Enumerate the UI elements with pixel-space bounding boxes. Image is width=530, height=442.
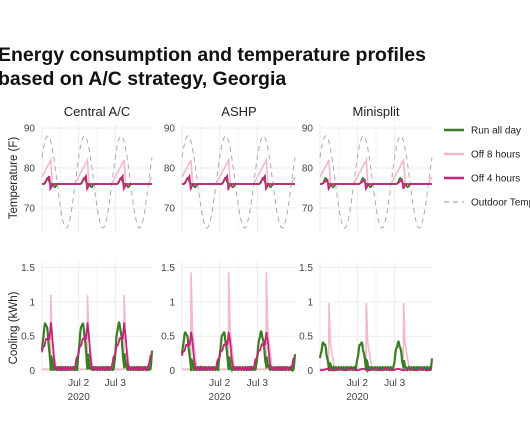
cool-tick-label: 0.5 [299,332,313,343]
x-tick-label: Jul 2 [68,378,90,389]
cool-off4-line [41,322,153,372]
cool-tick-label: 0 [307,366,313,377]
x-tick-label: Jul 3 [247,378,269,389]
legend-label-4: Outdoor Temp [471,198,530,209]
x-tick-year: 2020 [209,392,232,403]
temp-tick-label: 70 [302,204,314,215]
cool-tick-label: 1.5 [299,263,313,274]
x-tick-year: 2020 [346,392,369,403]
temp-off4-line [42,173,152,192]
temp-tick-label: 80 [302,164,314,175]
temp-off4-line [182,173,295,192]
x-tick-year: 2020 [68,392,91,403]
facet-panel-2: 70 80 90 0 0.5 1 1.5 Jul 2 2020 Jul 3 [161,124,297,403]
facet-panel-3: 70 80 90 0 0.5 1 1.5 Jul 2 2020 Jul 3 [299,124,434,403]
cool-tick-label: 0 [29,366,35,377]
legend: Run all day Off 8 hours Off 4 hours Outdoor… [444,126,530,209]
temp-tick-label: 80 [24,164,36,175]
cool-tick-label: 0.5 [161,332,175,343]
legend-label-3: Off 4 hours [471,174,520,185]
x-tick-label: Jul 2 [347,378,369,389]
temp-tick-label: 90 [302,124,314,135]
cool-tick-label: 1 [307,297,313,308]
cool-tick-label: 1 [29,297,35,308]
temp-tick-label: 70 [24,204,36,215]
legend-label-1: Run all day [471,126,521,137]
facet-label-central-ac: Central A/C [64,104,130,119]
temp-tick-label: 80 [164,164,176,175]
facet-label-ashp: ASHP [221,104,256,119]
cool-off4-line [319,367,433,372]
temp-off4-line [320,178,432,192]
x-tick-label: Jul 2 [209,378,231,389]
temp-tick-label: 90 [24,124,36,135]
legend-label-2: Off 8 hours [471,150,520,161]
facet-panels: 70 80 90 0 0.5 1 1.5 Jul 2 2020 Jul 3 70 80 90 0 0.5 1 1… [21,124,434,403]
cool-off4-line [181,331,296,372]
cool-tick-label: 0 [169,366,175,377]
facet-label-minisplit: Minisplit [353,104,400,119]
temperature-axis-label: Temperature (F) [8,137,20,220]
x-tick-label: Jul 3 [105,378,127,389]
cool-tick-label: 1 [169,297,175,308]
chart-title-line-2: based on A/C strategy, Georgia [0,68,286,90]
temp-tick-label: 90 [164,124,176,135]
cool-tick-label: 0.5 [21,332,35,343]
cool-tick-label: 1.5 [21,263,35,274]
cool-tick-label: 1.5 [161,263,175,274]
temp-tick-label: 70 [164,204,176,215]
chart-title-line-1: Energy consumption and temperature profi… [0,44,426,66]
cooling-axis-label: Cooling (kWh) [8,291,20,364]
x-tick-label: Jul 3 [384,378,406,389]
facet-panel-1: 70 80 90 0 0.5 1 1.5 Jul 2 2020 Jul 3 [21,124,154,403]
